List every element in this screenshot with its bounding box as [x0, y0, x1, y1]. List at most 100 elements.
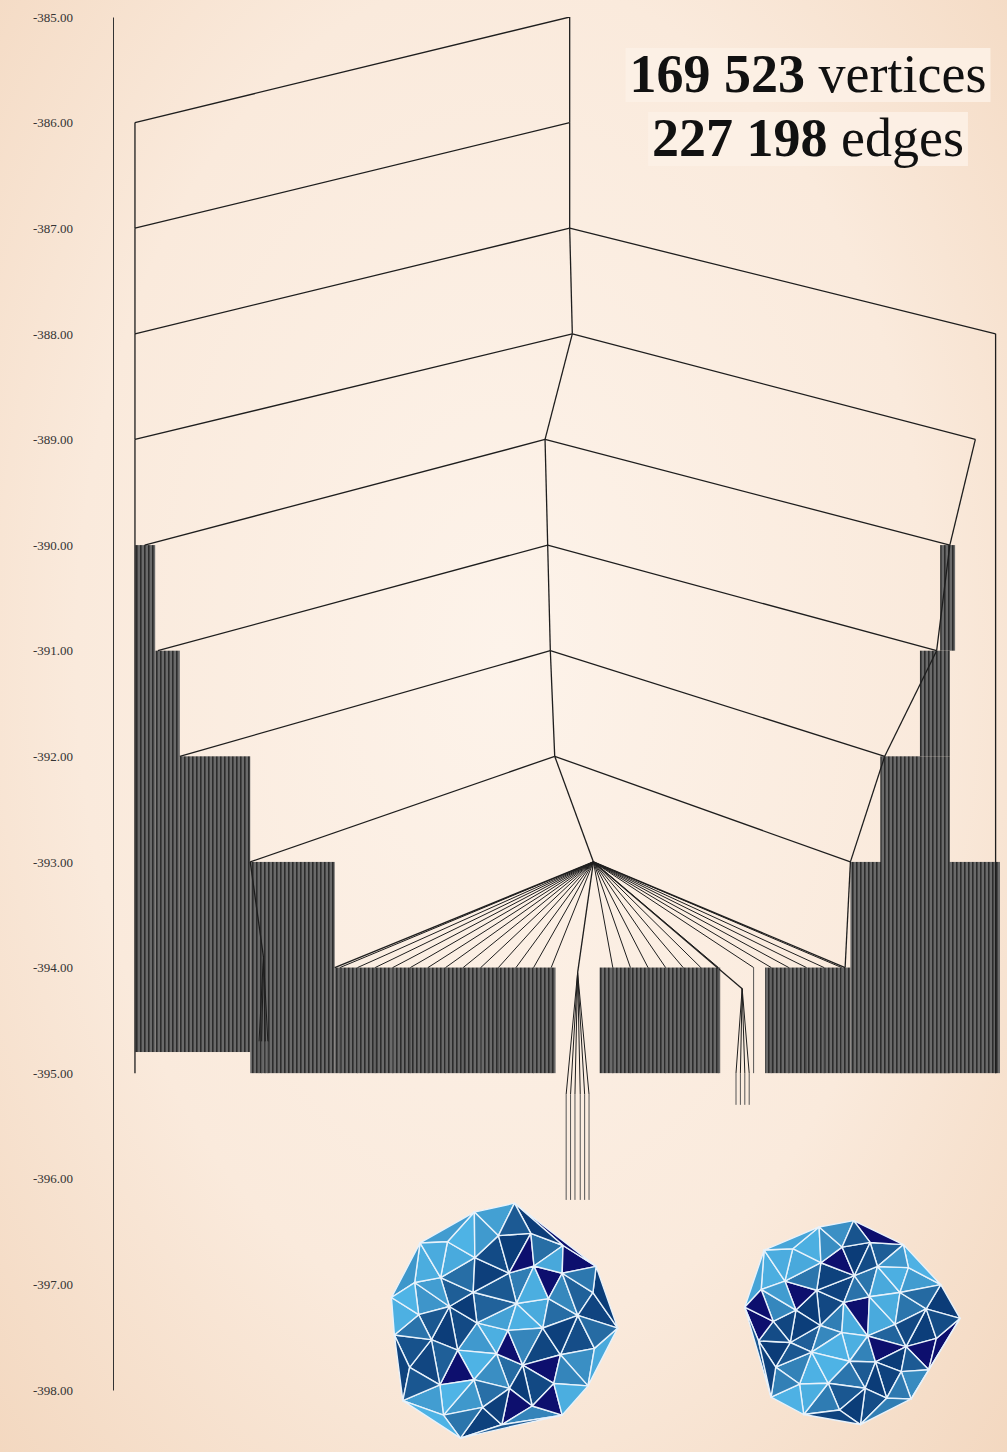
polyhedron-face [926, 1309, 960, 1339]
leaf-drop [566, 1094, 567, 1200]
y-tick: -386.00 [33, 115, 113, 130]
fan-edge [742, 989, 749, 1073]
polyhedron [745, 1221, 960, 1425]
leaf-drop [340, 968, 341, 1074]
y-tick: -388.00 [33, 327, 113, 342]
tree-edge [134, 123, 135, 229]
leaf-drop [480, 968, 481, 1074]
leaf-drop [612, 968, 613, 1074]
fan-edge [593, 862, 806, 968]
leaf-drop [749, 1073, 750, 1105]
tree-edge [180, 651, 550, 757]
tree-edge [995, 334, 996, 1073]
polyhedron-face [420, 1212, 474, 1243]
leaf-drop [665, 968, 666, 1074]
fan-edge [463, 862, 593, 968]
y-tick: -390.00 [33, 538, 113, 553]
polyhedron-face [554, 1383, 588, 1415]
leaf-drop [740, 1073, 741, 1105]
polyhedron-face [391, 1283, 418, 1315]
fan-edge [428, 862, 593, 968]
leaf-drop [806, 968, 807, 1074]
tick-label: -398.00 [33, 1383, 73, 1398]
polyhedron-face [509, 1233, 534, 1273]
fan-edge [259, 957, 263, 1041]
tree-edge [550, 651, 554, 757]
fan-edge [575, 973, 578, 1094]
polyhedron-face [860, 1398, 911, 1424]
tree-edge [158, 545, 548, 651]
tree-edge [135, 334, 572, 440]
fan-edge [358, 862, 594, 968]
fan-edge [534, 862, 594, 968]
fan-edge [481, 862, 594, 968]
fan-edge [516, 862, 593, 968]
fan-edge [263, 957, 267, 1041]
leaf-drop [648, 968, 649, 1074]
tree-edge [135, 228, 570, 334]
polyhedron-face [460, 1415, 562, 1438]
fan-edge [593, 862, 700, 968]
polyhedron-face [403, 1367, 440, 1400]
polyhedron-face [887, 1372, 911, 1399]
leaf-drop [570, 1094, 571, 1200]
leaf-drop [700, 968, 701, 1074]
y-tick: -396.00 [33, 1171, 113, 1186]
annotation-number: 227 198 [652, 108, 828, 168]
leaf-drop [736, 1073, 737, 1105]
leaf-drop [392, 968, 393, 1074]
y-tick: -385.00 [33, 10, 113, 25]
polyhedron-face [844, 1297, 870, 1336]
leaf-drop [771, 968, 772, 1074]
polyhedron-face [745, 1307, 771, 1397]
leaf-drop [824, 968, 825, 1074]
tree-edge [885, 651, 937, 757]
tick-label: -386.00 [33, 115, 73, 130]
leaf-drop [683, 968, 684, 1074]
tree-edge [545, 439, 548, 545]
polyhedron-face [901, 1347, 929, 1372]
leaf-fan [340, 862, 842, 1073]
tree-edge [570, 228, 996, 334]
annotation-text: vertices [819, 44, 987, 104]
leaf-drop [463, 968, 464, 1074]
tick-label: -391.00 [33, 643, 73, 658]
polyhedron-face [800, 1383, 829, 1414]
polyhedron-face [877, 1245, 908, 1268]
tree-edge [250, 756, 554, 862]
fan-edge [262, 957, 264, 1041]
tree-edge [545, 334, 572, 440]
leaf-bundle [180, 756, 250, 1052]
leaf-drop [375, 968, 376, 1074]
tree-edge [134, 228, 135, 334]
plot-area [135, 17, 1000, 1200]
tree-edge [569, 17, 570, 123]
y-axis-line [113, 18, 114, 1391]
polyhedron-face [420, 1242, 447, 1278]
tick-label: -388.00 [33, 327, 73, 342]
fan-edge [578, 973, 589, 1094]
tree-edge [545, 439, 950, 545]
polyhedron-face [911, 1318, 960, 1399]
polyhedron-face [759, 1341, 776, 1397]
polyhedron-face [515, 1203, 597, 1266]
tree-edge [555, 756, 851, 862]
tree-edge [548, 545, 937, 651]
leaf-bundle [765, 968, 850, 1074]
polyhedron-face [498, 1203, 530, 1235]
leaf-drop [498, 968, 499, 1074]
y-tick: -394.00 [33, 960, 113, 975]
tree-edge [570, 228, 573, 334]
tick-label: -395.00 [33, 1066, 73, 1081]
fan-edge [593, 862, 771, 968]
tree-edge [134, 334, 135, 440]
leaf-drop [551, 968, 552, 1074]
leaf-bundle [920, 651, 950, 757]
fan-edge [410, 862, 593, 968]
annotation-number: 169 523 [630, 44, 806, 104]
y-tick: -393.00 [33, 855, 113, 870]
tree-edge [135, 17, 570, 123]
leaf-drop [410, 968, 411, 1074]
polyhedron-face [474, 1212, 498, 1258]
annotation-text: edges [841, 108, 964, 168]
